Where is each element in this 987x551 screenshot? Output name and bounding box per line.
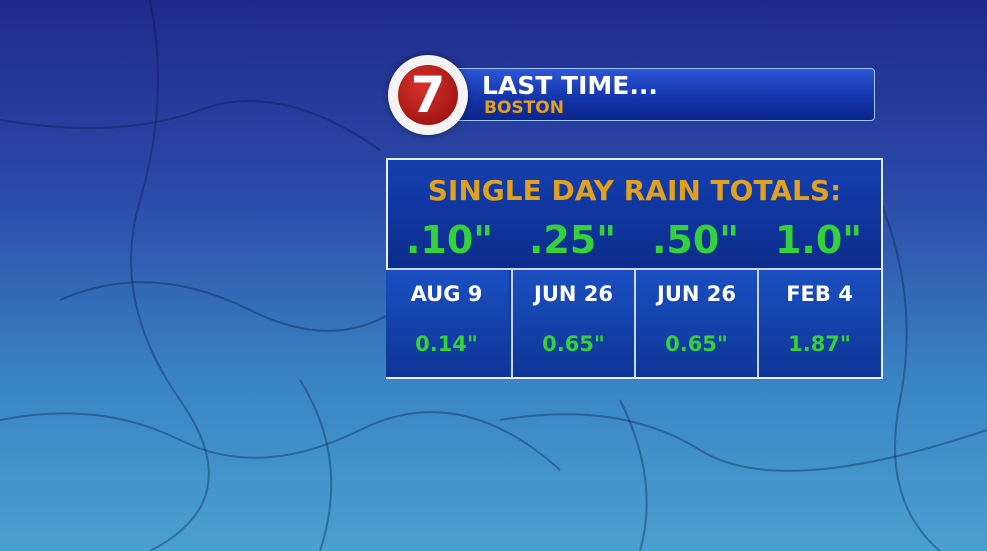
table-header: SINGLE DAY RAIN TOTALS: .10" .25" .50" 1.0" (388, 160, 881, 268)
rain-amount: 1.87" (788, 332, 851, 356)
date-label: JUN 26 (534, 282, 613, 306)
date-label: JUN 26 (657, 282, 736, 306)
threshold: 1.0" (774, 218, 863, 262)
date-cell: AUG 9 0.14" (386, 270, 509, 377)
divider (388, 268, 881, 270)
station-logo: 7 (388, 55, 468, 135)
date-cell: JUN 26 0.65" (511, 270, 634, 377)
header-bar: LAST TIME... BOSTON (440, 68, 875, 121)
threshold: .50" (651, 218, 740, 262)
table-title: SINGLE DAY RAIN TOTALS: (427, 174, 842, 207)
threshold: .25" (528, 218, 617, 262)
logo-number: 7 (398, 65, 458, 125)
date-cell: JUN 26 0.65" (634, 270, 757, 377)
date-label: FEB 4 (786, 282, 853, 306)
rain-amount: 0.14" (415, 332, 478, 356)
date-label: AUG 9 (410, 282, 483, 306)
header-subtitle: BOSTON (484, 98, 564, 118)
rain-amount: 0.65" (665, 332, 728, 356)
rain-table: SINGLE DAY RAIN TOTALS: .10" .25" .50" 1.0"… (386, 158, 883, 379)
threshold: .10" (405, 218, 494, 262)
header-title: LAST TIME... (482, 71, 658, 100)
date-cell: FEB 4 1.87" (757, 270, 880, 377)
rain-amount: 0.65" (542, 332, 605, 356)
